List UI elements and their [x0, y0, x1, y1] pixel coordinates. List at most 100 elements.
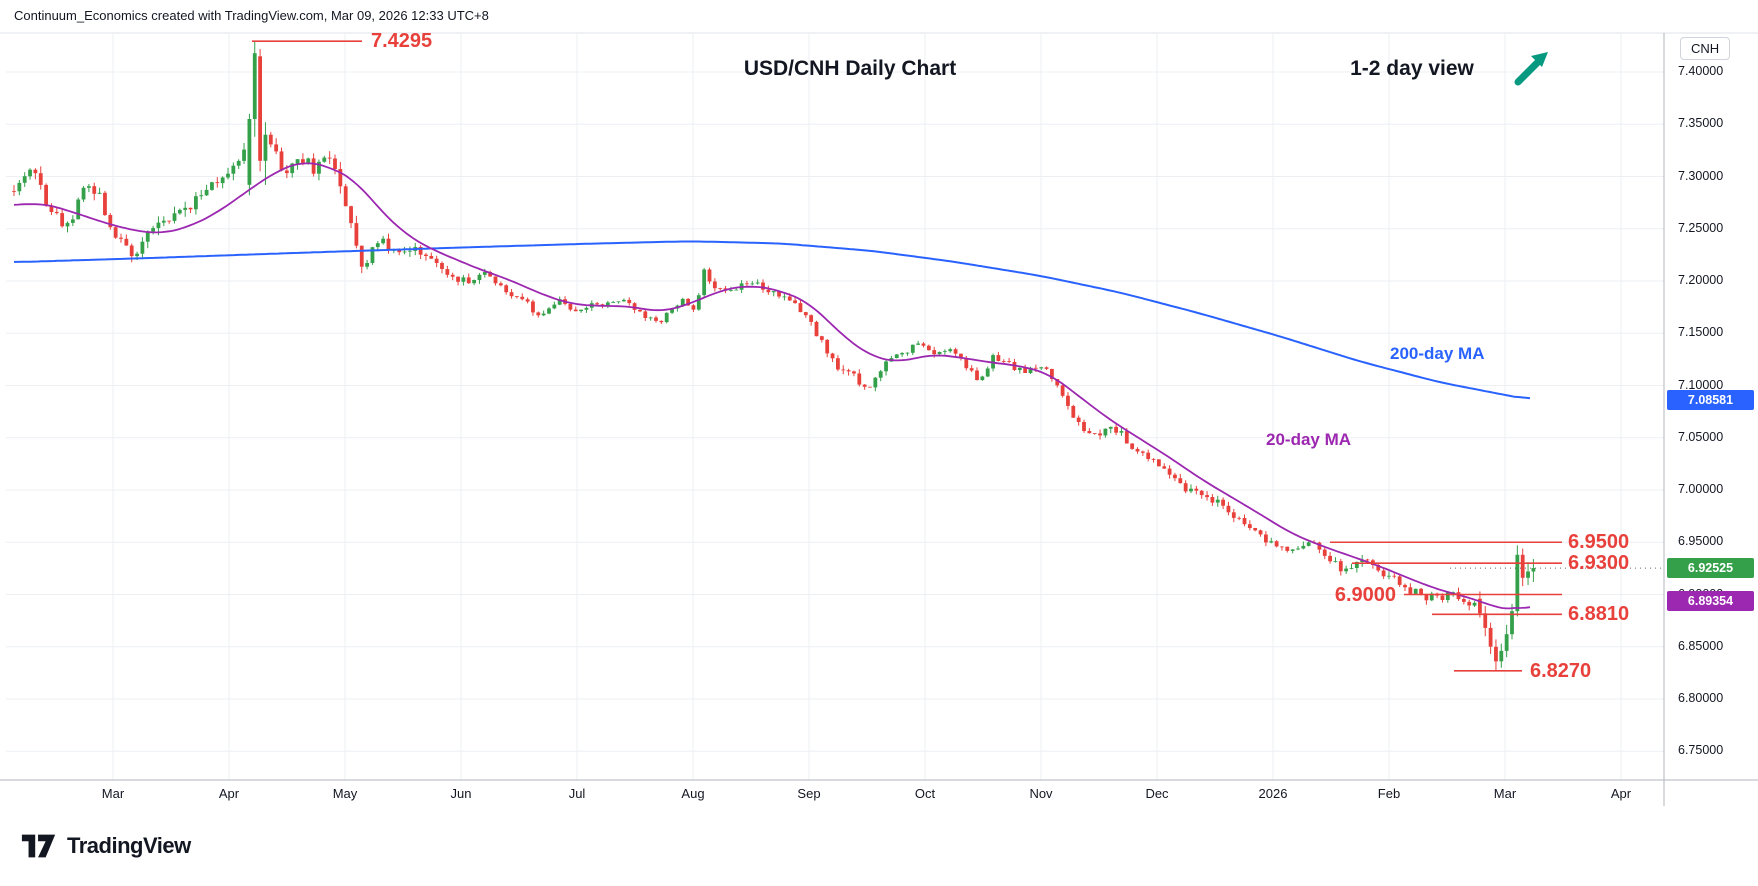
candle [33, 168, 38, 180]
candle [1087, 428, 1092, 434]
candle [1344, 565, 1349, 574]
candle [38, 166, 43, 190]
candle [1397, 574, 1402, 587]
candle [76, 197, 81, 220]
candle [873, 376, 878, 392]
candle [97, 187, 102, 195]
candle [1242, 514, 1247, 527]
candle [1504, 624, 1509, 658]
candle [1306, 541, 1311, 547]
candle [402, 246, 407, 255]
candle [87, 184, 91, 193]
candle [1237, 516, 1242, 521]
candle [750, 281, 755, 286]
candle [584, 306, 589, 313]
candle [616, 301, 621, 304]
time-axis[interactable]: Mar Apr May Jun Jul Aug Sep Oct Nov Dec 2026 Feb Mar… [0, 780, 1758, 808]
up-right-arrow-icon [1514, 52, 1548, 86]
price-tick-label: 7.25000 [1678, 220, 1724, 235]
candle [1333, 557, 1338, 563]
candle [1296, 546, 1300, 551]
candle [868, 386, 872, 388]
candle [777, 291, 781, 299]
level-lines [252, 40, 1562, 672]
grid [6, 34, 1664, 780]
candle [1301, 541, 1306, 550]
candle [1199, 490, 1204, 499]
candle [1119, 426, 1124, 436]
candle [846, 368, 851, 376]
candle [17, 180, 22, 196]
candle [172, 206, 177, 224]
price-tick-label: 6.85000 [1678, 638, 1724, 653]
candle [194, 192, 198, 215]
level-label-6-8810: 6.8810 [1568, 603, 1630, 626]
candle [948, 347, 953, 353]
candle [429, 252, 434, 259]
candle [1050, 368, 1054, 382]
view-horizon-label: 1-2 day view [1350, 57, 1474, 80]
candle [1114, 424, 1118, 436]
candle [274, 138, 279, 155]
candle [1140, 450, 1145, 456]
price-tick-label: 6.95000 [1678, 534, 1724, 549]
candle [70, 215, 75, 227]
tradingview-logo[interactable]: TradingView [20, 832, 191, 860]
time-tick-label: Apr [1610, 786, 1632, 801]
candle [1472, 601, 1477, 607]
candle [504, 284, 509, 295]
candle [1167, 465, 1172, 479]
candle [916, 340, 921, 346]
time-tick-label: Oct [914, 786, 936, 801]
candle [108, 213, 113, 230]
candle [1039, 366, 1044, 371]
candle [1494, 639, 1498, 671]
price-tick-label: 7.05000 [1678, 429, 1724, 444]
candle [691, 304, 696, 312]
candle [12, 185, 16, 196]
candle [1007, 357, 1011, 363]
candle [1017, 367, 1022, 374]
candle [226, 167, 230, 180]
candle [279, 147, 284, 172]
attribution-text: Continuum_Economics created with Trading… [14, 8, 489, 23]
candle [638, 309, 642, 313]
candle [49, 203, 54, 215]
candle [1092, 433, 1097, 435]
candle [92, 182, 97, 201]
candle [579, 309, 583, 313]
candle [461, 274, 466, 286]
candle [22, 172, 27, 187]
candle [985, 366, 990, 378]
time-tick-label: Jul [568, 786, 586, 801]
candle [1098, 429, 1102, 440]
candle [1381, 568, 1386, 579]
candle [1178, 473, 1183, 484]
candle [622, 298, 626, 302]
candle [900, 352, 904, 357]
price-axis[interactable]: CNH 7.40000 7.35000 7.30000 7.25000 7.20000 7… [1664, 33, 1758, 807]
candle [1023, 364, 1028, 374]
candle [1210, 494, 1215, 506]
candle [231, 162, 236, 181]
candle [761, 279, 765, 293]
candle [664, 312, 669, 324]
level-label-6-9300: 6.9300 [1568, 552, 1630, 575]
candle [1108, 426, 1113, 434]
candle [1183, 480, 1188, 494]
candle [1488, 622, 1493, 655]
chart-plot-area[interactable] [0, 0, 1758, 812]
level-label-6-9500: 6.9500 [1568, 531, 1630, 554]
price-tick-label: 7.20000 [1678, 273, 1724, 287]
candle [440, 261, 444, 274]
tradingview-logo-text: TradingView [67, 833, 191, 858]
candle [1103, 428, 1108, 438]
candle [183, 201, 188, 217]
candle [424, 252, 428, 261]
candle [1435, 592, 1439, 599]
candle [177, 208, 182, 215]
candle [65, 221, 70, 233]
candle [1151, 458, 1156, 463]
candle [980, 375, 985, 381]
